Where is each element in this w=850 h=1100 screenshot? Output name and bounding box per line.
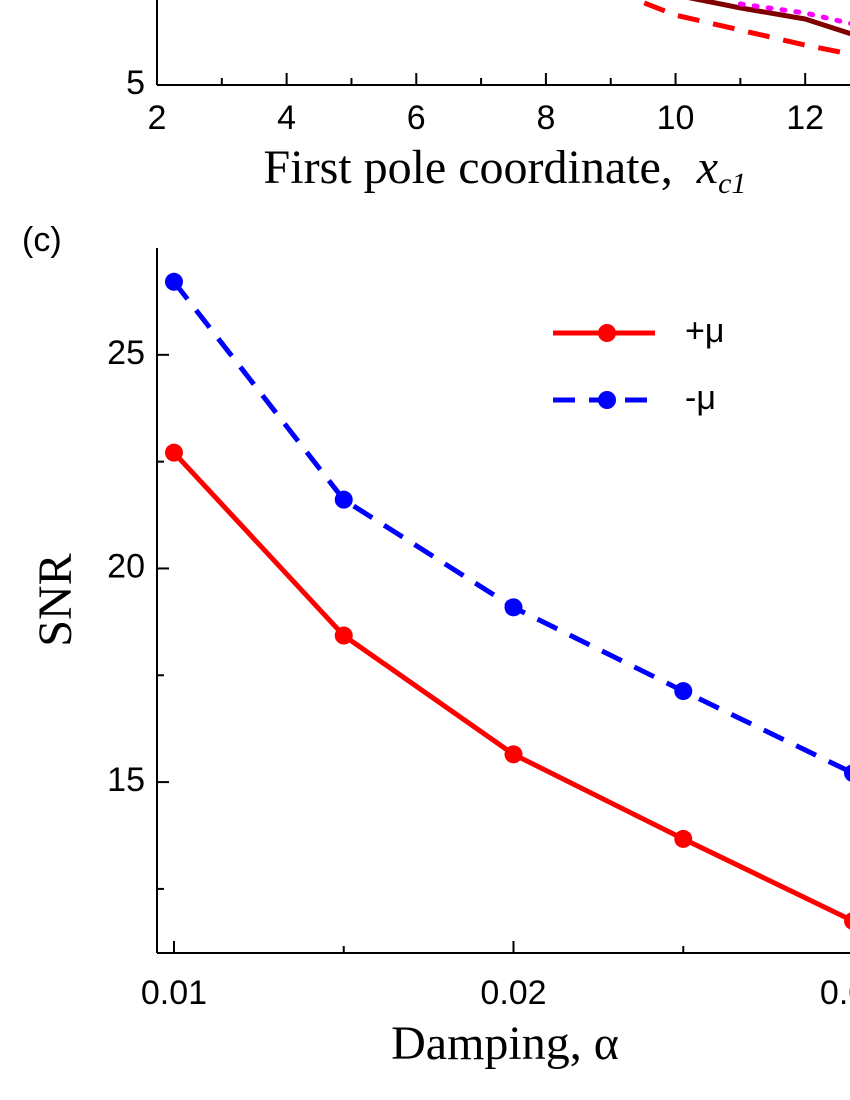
plot-area xyxy=(629,0,850,57)
y-tick-label: 5 xyxy=(126,64,145,102)
plot-area xyxy=(164,272,850,930)
series-line xyxy=(629,0,850,57)
data-point xyxy=(164,443,183,462)
x-axis-label: Damping, α xyxy=(391,1017,619,1070)
y-tick-label: 25 xyxy=(107,334,145,372)
series-line xyxy=(172,450,850,923)
data-point xyxy=(504,598,523,617)
series-line xyxy=(172,280,850,775)
panel-label: (c) xyxy=(22,221,62,259)
x-tick-label: 10 xyxy=(657,99,695,137)
y-axis-label: SNR xyxy=(29,553,82,646)
x-axis-label-symbol: x xyxy=(696,141,718,194)
legend-marker xyxy=(598,324,616,342)
data-point xyxy=(504,745,523,764)
x-tick-label: 0.02 xyxy=(480,974,546,1012)
series-line xyxy=(687,0,850,37)
x-tick-label: 2 xyxy=(148,99,167,137)
y-tick-label: 15 xyxy=(107,761,145,799)
y-tick-label: 20 xyxy=(107,547,145,585)
x-axis-label-text: First pole coordinate, xyxy=(264,141,673,194)
x-tick-label: 0.01 xyxy=(141,974,207,1012)
data-point xyxy=(334,490,353,509)
x-tick-label: 8 xyxy=(536,99,555,137)
legend-label: -μ xyxy=(685,379,716,417)
legend-label: +μ xyxy=(685,312,724,350)
legend-marker xyxy=(598,391,616,409)
data-point xyxy=(844,912,850,930)
x-tick-label: 6 xyxy=(407,99,426,137)
x-tick-label: 0.03 xyxy=(820,974,850,1012)
data-point xyxy=(674,829,693,848)
x-axis-label-subscript: c1 xyxy=(718,167,746,200)
x-tick-label: 4 xyxy=(277,99,296,137)
data-point xyxy=(674,682,693,701)
series-line xyxy=(737,1,850,26)
data-point xyxy=(844,764,850,782)
x-axis-label: First pole coordinate, xc1 xyxy=(264,141,747,200)
x-tick-label: 12 xyxy=(786,99,824,137)
data-point xyxy=(164,272,183,291)
data-point xyxy=(334,626,353,645)
